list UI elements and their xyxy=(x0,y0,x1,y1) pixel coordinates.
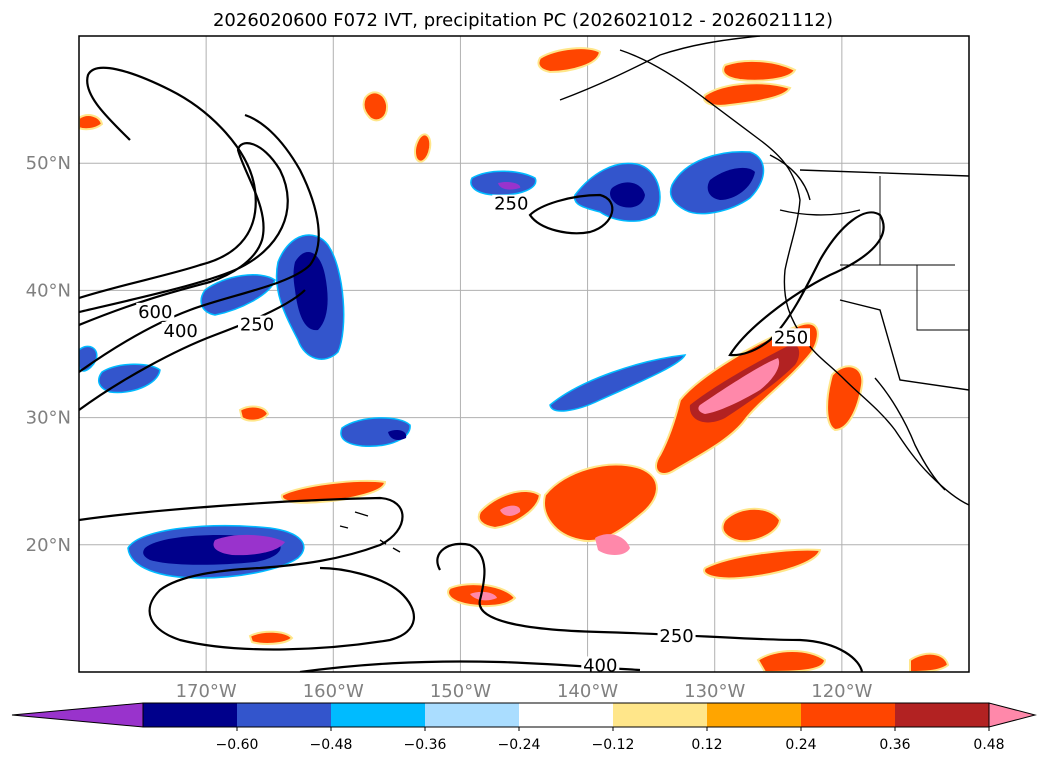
coastline-canada xyxy=(769,154,969,216)
ivt-contour-line xyxy=(728,211,885,357)
ivt-contour-label: 250 xyxy=(494,194,528,215)
contour-label-bg xyxy=(161,321,200,340)
colorbar-tick-label: −0.48 xyxy=(310,737,353,753)
contour-label-bg xyxy=(581,656,620,672)
ivt-contour-label: 400 xyxy=(583,655,617,676)
precip-negative-core xyxy=(213,534,285,556)
ivt-contour-label: 250 xyxy=(240,315,274,336)
contour-label-bg xyxy=(657,627,696,646)
precip-negative-core xyxy=(707,167,755,200)
ivt-contour-label: 600 xyxy=(138,302,172,323)
contour-label-bg xyxy=(492,194,531,213)
precip-negative-core xyxy=(388,430,407,440)
precip-fields xyxy=(79,47,950,672)
colorbar-tick-label: 0.48 xyxy=(973,737,1004,753)
lon-tick-label: 160°W xyxy=(303,681,364,702)
island-hawaii xyxy=(339,511,401,553)
colorbar-segment xyxy=(895,703,990,727)
colorbar-segment xyxy=(707,703,802,727)
lat-tick-label: 20°N xyxy=(26,535,71,556)
precip-positive-region xyxy=(703,548,822,580)
colorbar-frame xyxy=(142,702,990,728)
colorbar-segment xyxy=(143,703,238,727)
ivt-contour-line xyxy=(79,142,289,327)
longitude-labels: 170°W 160°W 150°W 140°W 130°W 120°W xyxy=(176,681,873,702)
colorbar-segment xyxy=(425,703,520,727)
ivt-contour-line xyxy=(79,289,306,411)
contour-label-bg xyxy=(238,315,276,334)
colorbar: −0.60 −0.48 −0.36 −0.24 −0.12 0.12 0.24 0.36 0.4… xyxy=(11,702,1037,753)
map-frame xyxy=(78,35,970,673)
contour-label-bg xyxy=(772,328,810,347)
precip-positive-region xyxy=(280,479,387,504)
lat-tick-label: 30°N xyxy=(26,408,71,429)
border-states xyxy=(840,176,969,331)
ivt-contour-line xyxy=(436,542,864,672)
precip-negative-core xyxy=(610,182,645,208)
lon-tick-label: 120°W xyxy=(811,681,872,702)
contour-label-bg xyxy=(136,302,175,321)
colorbar-extend-low xyxy=(11,702,144,728)
lat-tick-label: 50°N xyxy=(26,153,71,174)
border-us-mexico xyxy=(839,299,969,391)
precip-positive-core xyxy=(470,591,497,601)
precip-positive-core xyxy=(595,534,630,555)
lon-tick-label: 150°W xyxy=(430,681,491,702)
lat-tick-label: 40°N xyxy=(26,280,71,301)
precip-positive-region xyxy=(826,365,864,432)
precip-positive-region xyxy=(248,630,294,645)
precip-positive-region xyxy=(79,114,104,131)
ivt-contour-label: 250 xyxy=(774,327,808,348)
colorbar-tick-label: 0.36 xyxy=(879,737,910,753)
precip-positive-region xyxy=(537,47,602,74)
precip-positive-region xyxy=(756,650,827,672)
precip-positive-region xyxy=(362,91,389,122)
coastline-alaska xyxy=(559,36,969,506)
ivt-contour-label: 400 xyxy=(164,321,198,342)
colorbar-tick-label: −0.36 xyxy=(404,737,447,753)
colorbar-tick-label: −0.12 xyxy=(592,737,635,753)
lon-tick-label: 140°W xyxy=(557,681,618,702)
ivt-contour-line xyxy=(79,113,320,373)
colorbar-segment xyxy=(237,703,332,727)
colorbar-segment xyxy=(613,703,708,727)
precip-positive-region xyxy=(238,405,270,422)
ivt-contour-line xyxy=(79,496,416,651)
precip-positive-region xyxy=(413,133,432,163)
lon-tick-label: 170°W xyxy=(176,681,237,702)
precip-negative-region xyxy=(549,354,687,412)
colorbar-tick-label: −0.24 xyxy=(498,737,541,753)
lon-tick-label: 130°W xyxy=(684,681,745,702)
colorbar-tick-label: −0.60 xyxy=(216,737,259,753)
chart-title: 2026020600 F072 IVT, precipitation PC (2… xyxy=(213,10,833,31)
precip-negative-core xyxy=(498,181,521,190)
precip-positive-region xyxy=(543,463,658,543)
latitude-labels: 50°N 40°N 30°N 20°N xyxy=(26,153,71,556)
ivt-contour-label: 250 xyxy=(659,626,693,647)
precip-positive-region xyxy=(721,507,782,543)
precip-positive-core xyxy=(698,358,780,414)
colorbar-tick-label: 0.12 xyxy=(691,737,722,753)
coastlines xyxy=(339,36,969,553)
colorbar-segment xyxy=(801,703,896,727)
colorbar-segment xyxy=(519,703,614,727)
ivt-contour-line xyxy=(79,66,257,300)
ivt-contours xyxy=(79,66,885,672)
ivt-contour-line xyxy=(528,193,614,235)
precip-positive-region xyxy=(722,59,797,82)
precip-positive-region xyxy=(702,82,792,107)
baja-california xyxy=(874,377,946,491)
colorbar-tick-label: 0.24 xyxy=(785,737,816,753)
colorbar-extend-high xyxy=(988,702,1037,728)
precip-positive-core xyxy=(500,505,521,516)
colorbar-segment xyxy=(331,703,426,727)
